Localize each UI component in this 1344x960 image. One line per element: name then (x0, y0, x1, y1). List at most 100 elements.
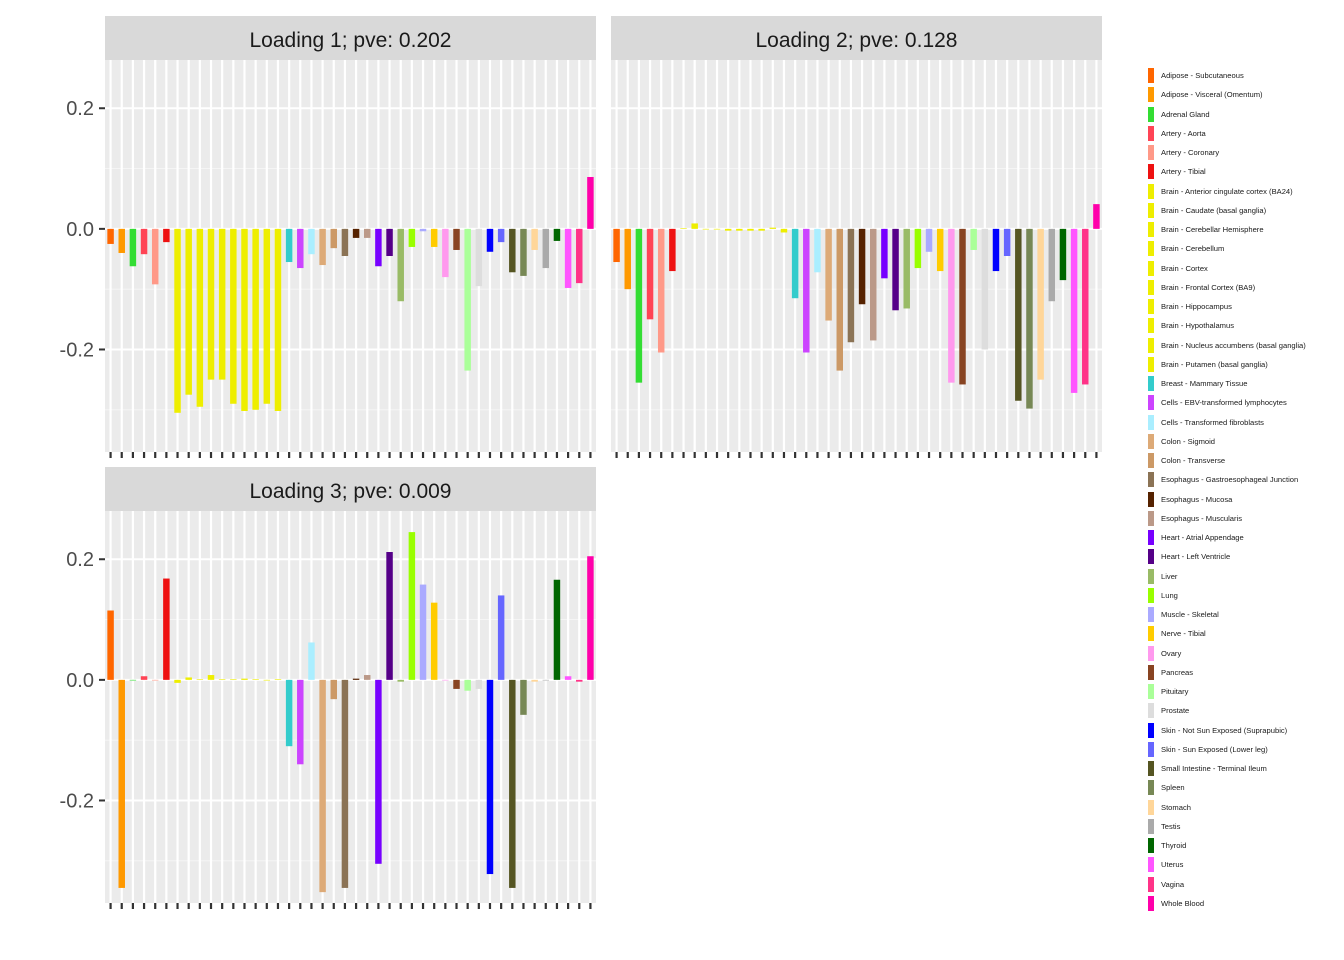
bar-40 (542, 679, 550, 681)
panel-loading-1: Loading 1; pve: 0.202 0.2 0.0 -0.2 (60, 16, 596, 458)
legend-label: Pituitary (1161, 687, 1189, 697)
bar-26 (386, 552, 393, 680)
bar-4 (646, 228, 654, 320)
bar-18 (803, 228, 810, 353)
bar-27 (397, 679, 404, 682)
legend-label: Heart - Left Ventricle (1161, 552, 1231, 562)
legend-swatch (1148, 260, 1154, 276)
legend-swatch (1148, 356, 1154, 372)
legend-item: Uterus (1148, 855, 1338, 874)
bar-25 (375, 679, 382, 864)
bar-23 (352, 678, 360, 680)
bar-12 (230, 228, 237, 404)
bar-5 (151, 228, 159, 285)
bar-19 (814, 228, 821, 273)
bar-32 (453, 228, 460, 250)
legend-swatch (1148, 241, 1154, 257)
legend-item: Stomach (1148, 798, 1338, 817)
legend-label: Esophagus - Mucosa (1161, 494, 1233, 504)
legend-label: Artery - Tibial (1161, 167, 1206, 177)
y-tick-label: -0.2 (60, 790, 94, 812)
bar-33 (464, 228, 471, 371)
legend-item: Skin - Sun Exposed (Lower leg) (1148, 740, 1338, 759)
legend-swatch (1148, 337, 1154, 353)
bar-35 (486, 228, 494, 252)
y-tick-label: 0.2 (66, 98, 94, 120)
bar-3 (635, 228, 643, 383)
bar-19 (308, 642, 315, 680)
bar-16 (274, 679, 282, 680)
bar-39 (1037, 228, 1044, 380)
legend-label: Breast - Mammary Tissue (1161, 379, 1248, 389)
bar-20 (319, 228, 326, 266)
bar-32 (453, 679, 460, 689)
y-tick-label: -0.2 (60, 339, 94, 361)
bar-13 (241, 678, 248, 680)
legend-swatch (1148, 164, 1154, 180)
legend-item: Nerve - Tibial (1148, 624, 1338, 643)
legend-item: Testis (1148, 817, 1338, 836)
bar-6 (163, 228, 170, 243)
legend-label: Lung (1161, 590, 1178, 600)
panel-loading-2: Loading 2; pve: 0.128 (611, 16, 1102, 458)
bar-37 (509, 679, 516, 888)
legend-label: Testis (1161, 821, 1181, 831)
bar-34 (475, 228, 483, 287)
bar-4 (140, 228, 148, 255)
legend-swatch (1148, 818, 1154, 834)
bar-26 (892, 228, 899, 311)
bar-17 (285, 679, 293, 747)
legend-label: Brain - Hypothalamus (1161, 321, 1235, 331)
legend-label: Muscle - Skeletal (1161, 610, 1219, 620)
legend-item: Artery - Tibial (1148, 162, 1338, 181)
legend-item: Pituitary (1148, 682, 1338, 701)
chart-legend: Adipose - Subcutaneous Adipose - Visceral… (1148, 66, 1338, 913)
bar-28 (408, 228, 416, 247)
bar-23 (858, 228, 866, 305)
legend-swatch (1148, 722, 1154, 738)
legend-item: Brain - Nucleus accumbens (basal ganglia… (1148, 336, 1338, 355)
legend-label: Whole Blood (1161, 898, 1205, 908)
legend-item: Thyroid (1148, 836, 1338, 855)
bar-12 (230, 679, 237, 680)
bar-30 (430, 228, 438, 247)
bar-40 (1048, 228, 1056, 302)
bar-22 (847, 228, 855, 343)
bar-30 (430, 602, 438, 680)
bar-36 (497, 228, 505, 243)
legend-swatch (1148, 587, 1154, 603)
bar-26 (386, 228, 393, 256)
bar-15 (769, 227, 777, 229)
bar-16 (274, 228, 282, 411)
y-tick-label: 0.0 (66, 219, 94, 241)
legend-label: Skin - Not Sun Exposed (Suprapubic) (1161, 725, 1288, 735)
bar-7 (174, 228, 181, 413)
bar-7 (174, 679, 181, 683)
bar-41 (553, 579, 561, 680)
legend-swatch (1148, 568, 1154, 584)
bar-43 (576, 679, 583, 682)
bar-9 (196, 679, 204, 680)
legend-item: Adrenal Gland (1148, 105, 1338, 124)
legend-label: Brain - Nucleus accumbens (basal ganglia… (1161, 340, 1306, 350)
legend-swatch (1148, 510, 1154, 526)
legend-item: Brain - Frontal Cortex (BA9) (1148, 278, 1338, 297)
legend-item: Adipose - Visceral (Omentum) (1148, 85, 1338, 104)
legend-swatch (1148, 857, 1154, 873)
legend-item: Cells - EBV-transformed lymphocytes (1148, 393, 1338, 412)
legend-swatch (1148, 838, 1154, 854)
legend-label: Brain - Hippocampus (1161, 302, 1232, 312)
bar-10 (713, 228, 721, 230)
bar-34 (475, 679, 483, 689)
bar-25 (375, 228, 382, 267)
bar-6 (669, 228, 676, 272)
bar-22 (341, 228, 349, 256)
legend-item: Ovary (1148, 644, 1338, 663)
panel-strip (105, 467, 596, 511)
bar-2 (624, 228, 631, 290)
bar-29 (925, 228, 933, 252)
legend-item: Colon - Transverse (1148, 451, 1338, 470)
bar-10 (207, 675, 215, 680)
legend-swatch (1148, 530, 1154, 546)
legend-swatch (1148, 433, 1154, 449)
